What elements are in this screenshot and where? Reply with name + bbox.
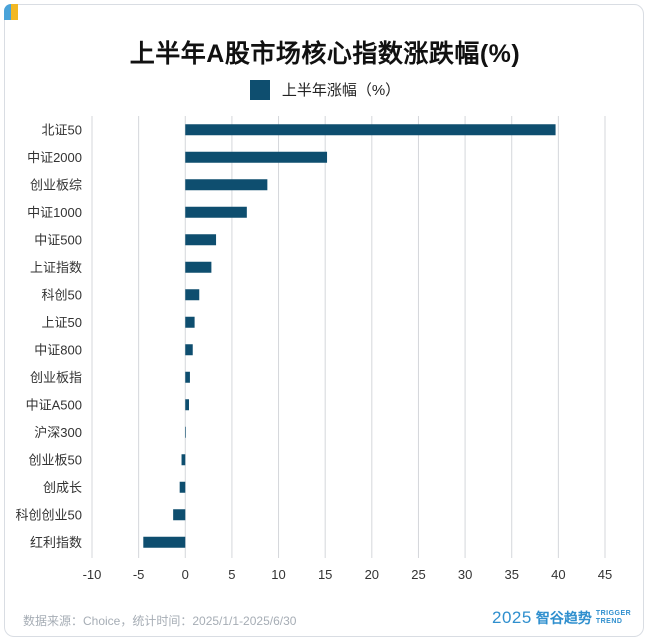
legend-swatch <box>249 79 270 100</box>
category-label: 中证1000 <box>27 205 82 220</box>
category-label: 红利指数 <box>30 535 82 550</box>
bar <box>179 481 186 493</box>
bar <box>185 206 247 218</box>
chart-frame <box>4 4 644 637</box>
brand-logo: 2025 智谷趋势 TRIGGER TREND <box>492 605 631 631</box>
category-label: 科创创业50 <box>16 507 82 522</box>
brand-year: 2025 <box>492 608 532 627</box>
x-tick-label: 40 <box>551 567 565 582</box>
bar <box>185 371 190 383</box>
x-tick-label: 15 <box>318 567 332 582</box>
category-label: 中证A500 <box>26 397 82 412</box>
category-label: 创业板50 <box>29 452 82 467</box>
bar <box>185 289 200 301</box>
bar <box>185 426 186 438</box>
bar <box>185 124 556 136</box>
category-label: 北证50 <box>42 122 82 137</box>
bar <box>185 399 190 411</box>
x-tick-label: 10 <box>271 567 285 582</box>
brand-name: 智谷趋势 <box>535 610 592 626</box>
data-source-note: 数据来源：Choice，统计时间：2025/1/1-2025/6/30 <box>23 614 297 628</box>
bar <box>185 234 217 246</box>
category-label: 中证800 <box>34 342 82 357</box>
bar <box>185 179 268 191</box>
bar <box>143 536 186 548</box>
chart-legend: 上半年涨幅（%） <box>0 79 650 100</box>
bar-chart: -10 -5 0 5 10 15 20 25 30 35 40 45 北证50 中证2000 创业板综中证1… <box>16 116 612 582</box>
bar <box>185 344 193 356</box>
category-label: 中证2000 <box>27 150 82 165</box>
bar <box>181 454 186 466</box>
bar <box>185 151 328 163</box>
x-tick-label: 25 <box>411 567 425 582</box>
chart-title: 上半年A股市场核心指数涨跌幅(%) <box>129 40 521 68</box>
category-label: 沪深300 <box>34 425 82 440</box>
legend-label: 上半年涨幅（%） <box>281 82 401 99</box>
brand-english-line-1: TRIGGER <box>595 610 632 617</box>
x-tick-label: -10 <box>83 567 102 582</box>
category-label: 上证50 <box>42 315 82 330</box>
x-tick-label: 35 <box>504 567 518 582</box>
corner-logo-mark <box>4 4 18 20</box>
x-tick-label: 20 <box>365 567 379 582</box>
brand-english-line-2: TREND <box>595 618 623 625</box>
category-label: 创成长 <box>43 480 82 495</box>
x-tick-label: -5 <box>133 567 145 582</box>
category-label: 科创50 <box>42 287 82 302</box>
x-tick-label: 30 <box>458 567 472 582</box>
category-label: 创业板综 <box>30 177 82 192</box>
category-label: 上证指数 <box>30 260 82 275</box>
x-tick-label: 45 <box>598 567 612 582</box>
x-tick-label: 0 <box>182 567 189 582</box>
category-label: 创业板指 <box>30 370 82 385</box>
x-tick-label: 5 <box>228 567 235 582</box>
category-label: 中证500 <box>34 232 82 247</box>
bar <box>185 316 195 328</box>
brand-english: TRIGGER TREND <box>596 610 631 626</box>
bar <box>185 261 212 273</box>
bar <box>173 509 186 521</box>
